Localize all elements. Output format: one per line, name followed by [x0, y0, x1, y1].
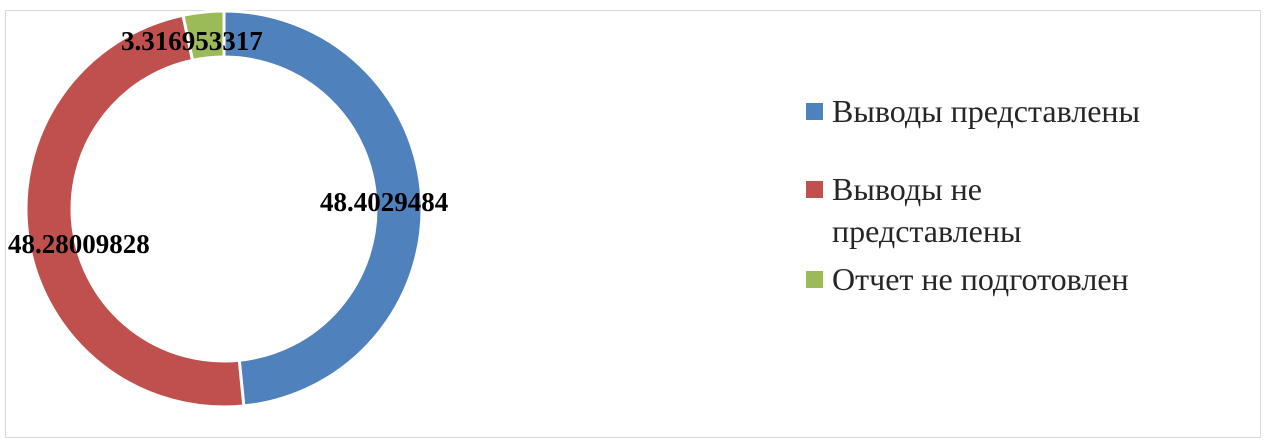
slice-otchet-ne-podgotovlen: [181, 9, 226, 63]
data-label-1: 48.28009828: [8, 229, 150, 259]
legend-label: Отчет не подготовлен: [832, 261, 1129, 297]
slice-vyvody-ne-predstavleny: [24, 13, 246, 409]
slice-vyvody-predstavleny: [222, 9, 424, 408]
legend-swatch-red: [806, 181, 823, 198]
legend-item-otchet-ne-podgotovlen: Отчет не подготовлен: [806, 258, 1129, 300]
data-label-2: 3.316953317: [121, 26, 263, 56]
data-label-0: 48.4029484: [320, 187, 448, 217]
legend-item-vyvody-ne-predstavleny: Выводы не представлены: [806, 168, 1082, 252]
legend-swatch-green: [806, 271, 823, 288]
legend-label: Выводы представлены: [832, 93, 1141, 129]
legend-item-vyvody-predstavleny: Выводы представлены: [806, 90, 1140, 132]
legend-label: Выводы не представлены: [832, 171, 1022, 249]
legend-swatch-blue: [806, 103, 823, 120]
